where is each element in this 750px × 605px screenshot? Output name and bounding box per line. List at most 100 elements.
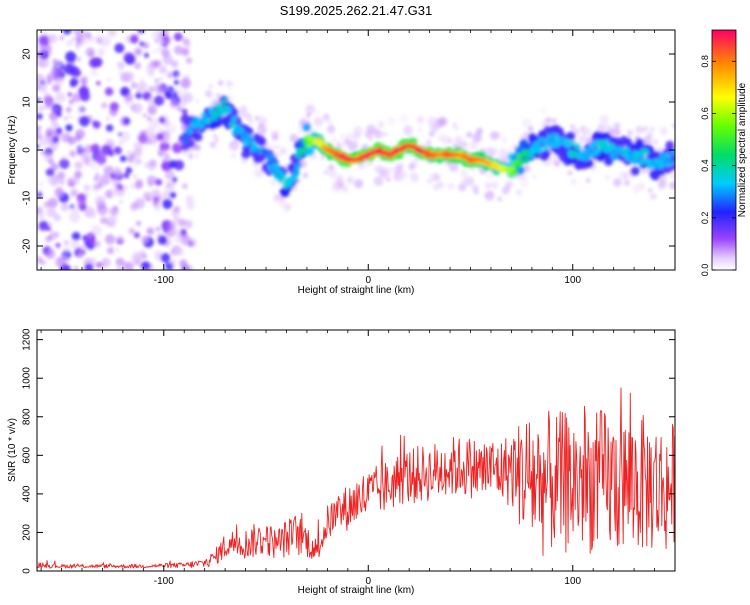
spectrogram-cell	[601, 124, 607, 129]
spectrogram-cell	[364, 130, 374, 139]
spectrogram-cell	[184, 264, 194, 270]
spectrogram-cell	[649, 126, 655, 133]
spectrogram-cell	[427, 116, 437, 127]
spectrogram-cell	[507, 147, 514, 154]
spectrogram-cell	[339, 133, 347, 141]
spectrogram-cell	[251, 142, 258, 149]
spectrogram-frame	[36, 29, 676, 271]
spectrogram-cell	[80, 36, 90, 45]
spectrogram-cell	[516, 189, 522, 196]
spectrogram-cell	[77, 143, 84, 150]
spectrogram-cell	[76, 199, 83, 206]
spectrogram-cell	[270, 179, 277, 187]
spectrogram-cell	[52, 58, 58, 64]
spectrogram-cell	[118, 69, 124, 75]
spectrogram-cell	[125, 167, 133, 174]
spectrogram-cell	[158, 39, 165, 46]
spectrogram-cell	[129, 183, 136, 190]
spectrogram-cell	[169, 259, 176, 267]
spectrogram-cell	[135, 220, 142, 227]
spectrogram-cell	[119, 131, 131, 142]
spectrogram-cell	[528, 152, 535, 159]
spectrogram-cell	[241, 150, 251, 159]
spectrogram-cell	[182, 37, 190, 45]
spectrogram-cell	[118, 199, 123, 204]
spectrogram-cell	[368, 136, 373, 141]
spectrogram-cell	[173, 32, 183, 42]
spectrogram-cell	[158, 77, 163, 81]
spectrogram-cell	[39, 49, 50, 60]
spectrogram-cell	[128, 227, 136, 235]
spectrogram-cell	[570, 178, 577, 185]
spectrogram-cell	[377, 120, 385, 129]
spectrogram-cell	[115, 247, 121, 253]
spectrogram-cell	[99, 36, 111, 47]
spectrogram-cell	[484, 190, 495, 201]
spectrogram-cell	[417, 126, 423, 132]
spectrogram-cell	[62, 30, 72, 35]
spectrogram-cell	[208, 106, 215, 113]
spectrogram-cell	[180, 100, 187, 107]
spectrogram-cell	[105, 116, 110, 122]
spectrogram-cell	[37, 55, 41, 61]
spectrogram-cell	[650, 193, 657, 200]
spectrogram-cell	[170, 208, 180, 218]
spectrogram-xlabel: Height of straight line (km)	[298, 285, 415, 296]
spectrogram-cell	[107, 77, 112, 82]
spectrogram-cell	[123, 71, 135, 83]
spectrogram-cell	[161, 190, 172, 201]
spectrogram-cell	[40, 44, 48, 52]
spectrogram-cell	[75, 43, 80, 48]
spectrogram-cell	[40, 150, 46, 156]
spectrogram-cell	[330, 137, 338, 144]
spectrogram-cell	[38, 135, 50, 146]
spectrogram-cell	[498, 148, 509, 159]
spectrogram-cell	[265, 160, 272, 167]
spectrogram-cell	[112, 166, 123, 177]
spectrogram-cell	[182, 138, 189, 145]
spectrogram-cell	[328, 164, 335, 171]
spectrogram-cell	[523, 164, 531, 173]
spectrogram-cell	[215, 92, 222, 99]
spectrogram-cell	[567, 170, 573, 176]
spectrogram-cell	[501, 186, 510, 195]
spectrogram-cell	[187, 238, 197, 248]
spectrogram-cell	[669, 181, 675, 190]
spectrogram-cell	[92, 57, 103, 68]
spectrogram-cell	[209, 141, 216, 148]
spectrogram-cell	[65, 106, 72, 113]
spectrogram-cell	[386, 177, 391, 182]
spectrogram-cell	[46, 80, 52, 85]
spectrogram-cell	[193, 132, 203, 142]
spectrogram-cell	[66, 39, 73, 47]
spectrogram-cell	[99, 174, 110, 186]
spectrogram-cell	[149, 118, 160, 129]
spectrogram-cell	[643, 148, 650, 155]
spectrogram-cell	[37, 256, 42, 262]
spectrogram-cell	[180, 77, 191, 89]
spectrogram-cell	[157, 127, 164, 134]
spectrogram-cell	[62, 246, 70, 253]
spectrogram-cell	[177, 218, 186, 227]
spectrogram-cell	[51, 136, 60, 144]
spectrogram-cell	[158, 65, 167, 74]
spectrogram-cell	[659, 179, 667, 188]
spectrogram-cell	[164, 169, 175, 180]
spectrogram-cell	[52, 174, 58, 180]
spectrogram-cell	[135, 178, 144, 187]
colorbar-label: Normalized spectral amplitude	[737, 82, 748, 217]
spectrogram-cell	[335, 142, 342, 149]
spectrogram-cell	[56, 171, 66, 181]
spectrogram-cell	[187, 127, 193, 134]
spectrogram-cell	[467, 179, 472, 185]
spectrogram-cell	[71, 176, 80, 185]
spectrogram-cell	[669, 171, 675, 179]
spectrogram-cell	[489, 131, 499, 141]
spectrogram-cell	[437, 181, 444, 189]
snr-ytick-label: 600	[22, 447, 33, 464]
spectrogram-cell	[55, 256, 66, 268]
spectrogram-cell	[137, 81, 148, 93]
spectrogram-cell	[124, 54, 136, 65]
spectrogram-cell	[38, 105, 45, 112]
colorbar-tick-label: 0.4	[700, 159, 710, 172]
